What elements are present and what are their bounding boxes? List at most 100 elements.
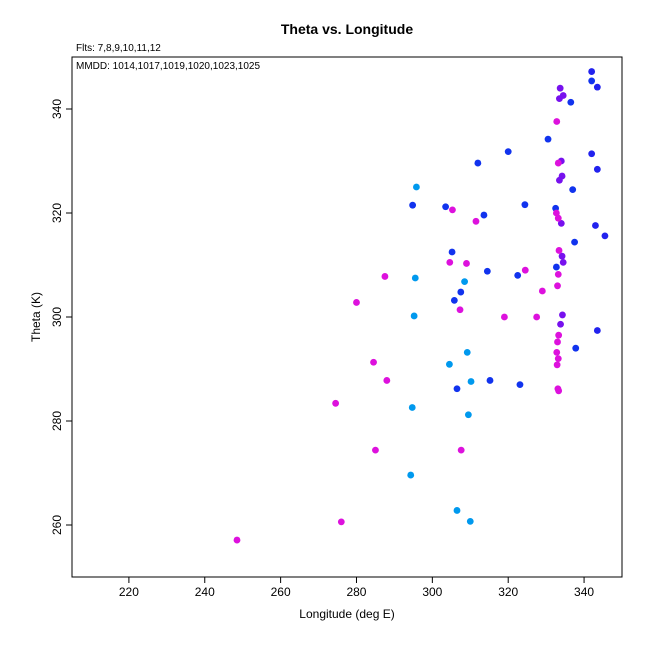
data-point <box>233 536 241 544</box>
data-point <box>533 313 541 321</box>
data-point <box>571 238 578 246</box>
x-tick-label: 280 <box>346 585 366 599</box>
data-point <box>557 320 564 328</box>
data-point <box>593 327 601 334</box>
x-tick-label: 260 <box>271 585 291 599</box>
data-point <box>472 217 480 225</box>
data-point <box>448 248 456 256</box>
data-point <box>514 272 522 279</box>
data-point <box>381 273 389 280</box>
x-axis: 220 240 260 280 300 320 340 <box>119 577 594 599</box>
data-point <box>593 83 601 91</box>
data-point <box>538 287 546 295</box>
data-point <box>554 282 561 290</box>
data-point <box>521 266 529 274</box>
chart-annotation: MMDD: 1014,1017,1019,1020,1023,1025 <box>76 61 260 72</box>
data-point <box>558 252 566 260</box>
data-point <box>554 159 562 167</box>
data-point <box>457 446 465 454</box>
data-point <box>557 220 565 227</box>
data-point <box>554 270 562 278</box>
data-point <box>456 306 464 314</box>
x-tick-label: 340 <box>574 585 594 599</box>
data-point <box>559 92 567 99</box>
data-point <box>409 201 417 209</box>
data-point <box>516 381 524 388</box>
data-point <box>521 201 529 209</box>
y-tick-label: 340 <box>50 99 64 119</box>
data-point <box>504 148 512 156</box>
data-point <box>411 274 419 282</box>
data-point <box>556 176 563 184</box>
data-point <box>353 299 360 306</box>
chart-title: Theta vs. Longitude <box>281 21 413 37</box>
data-point <box>552 209 560 217</box>
data-point <box>555 247 563 254</box>
data-point <box>449 206 456 214</box>
y-tick-label: 320 <box>50 203 64 223</box>
data-point <box>474 159 482 167</box>
data-point <box>332 399 340 407</box>
data-point <box>588 68 596 75</box>
y-tick-label: 260 <box>50 515 64 535</box>
x-tick-label: 220 <box>119 585 139 599</box>
data-point <box>552 263 560 271</box>
data-point <box>370 358 377 366</box>
x-tick-label: 320 <box>498 585 518 599</box>
data-point <box>467 378 475 385</box>
data-point <box>453 385 461 393</box>
data-point <box>559 311 566 319</box>
data-point <box>601 232 609 240</box>
x-tick-label: 300 <box>422 585 442 599</box>
y-axis: 260 280 300 320 340 <box>50 99 72 535</box>
data-point <box>544 135 552 143</box>
data-point <box>446 259 454 266</box>
y-tick-label: 280 <box>50 411 64 431</box>
data-point <box>463 348 471 356</box>
data-point <box>463 260 470 267</box>
chart-subtitle: Flts: 7,8,9,10,11,12 <box>76 43 161 54</box>
data-point <box>567 98 575 106</box>
data-point <box>592 222 599 229</box>
data-point <box>457 288 465 296</box>
data-point <box>501 313 508 321</box>
data-point <box>588 150 596 158</box>
y-tick-label: 300 <box>50 307 64 327</box>
data-point <box>593 165 601 173</box>
data-point <box>483 267 491 275</box>
data-point <box>480 211 488 219</box>
data-point <box>446 360 453 368</box>
data-point <box>555 331 563 339</box>
data-point <box>410 312 418 320</box>
data-point <box>413 183 420 191</box>
data-point <box>408 404 416 411</box>
x-tick-label: 240 <box>195 585 215 599</box>
data-point <box>572 344 580 352</box>
data-point <box>466 517 474 525</box>
data-point <box>461 278 468 286</box>
data-point <box>407 471 415 479</box>
data-point <box>559 259 567 266</box>
data-point <box>337 518 345 526</box>
data-point <box>553 361 561 369</box>
data-point <box>464 411 472 419</box>
data-point <box>442 203 450 211</box>
data-point <box>569 186 577 194</box>
data-point <box>383 377 391 384</box>
data-point <box>554 214 562 222</box>
x-axis-label: Longitude (deg E) <box>299 607 394 621</box>
data-point <box>554 355 562 362</box>
data-point <box>553 348 561 356</box>
data-point <box>553 118 561 125</box>
data-point <box>486 377 494 384</box>
data-point <box>588 77 596 85</box>
data-point <box>450 296 458 304</box>
data-point <box>554 338 561 346</box>
data-point <box>453 507 461 514</box>
data-point <box>555 387 563 395</box>
data-point <box>372 446 379 454</box>
data-points <box>233 68 609 544</box>
data-point <box>556 84 564 92</box>
y-axis-label: Theta (K) <box>29 292 43 342</box>
